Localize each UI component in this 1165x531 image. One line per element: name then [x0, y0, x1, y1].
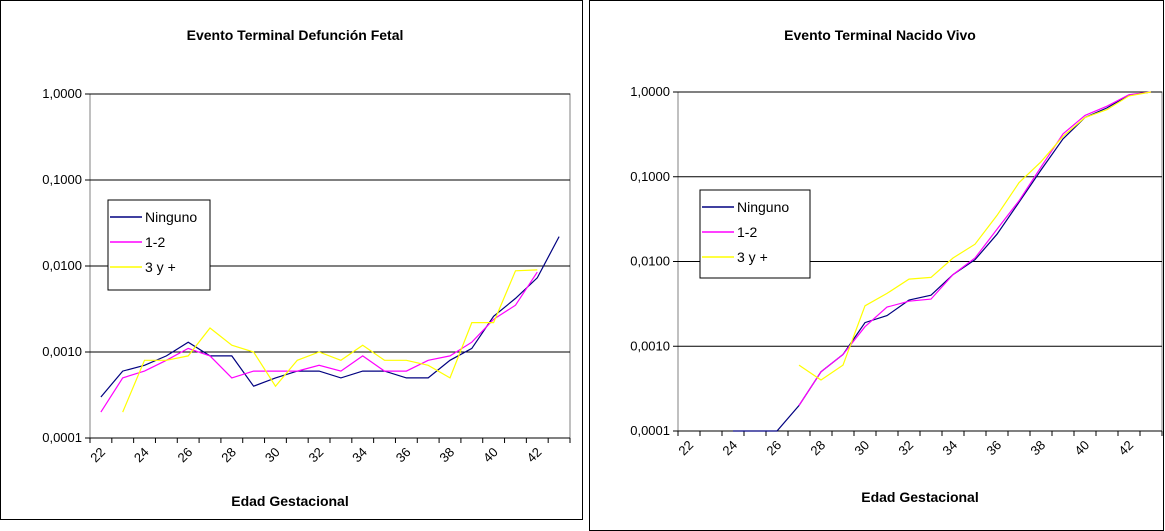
legend-box	[699, 189, 811, 279]
x-axis-label: Edad Gestacional	[231, 493, 348, 509]
y-tick-label: 0,1000	[630, 169, 670, 184]
series-line-1	[100, 236, 560, 398]
chart-title: Evento Terminal Nacido Vivo	[784, 27, 976, 43]
legend-entry: 3 y +	[145, 259, 176, 275]
legend-entry: 3 y +	[737, 249, 768, 265]
series-line-2	[798, 91, 1152, 406]
series-line-2	[100, 271, 538, 413]
chart-title: Evento Terminal Defunción Fetal	[187, 27, 404, 43]
x-axis-label: Edad Gestacional	[861, 489, 978, 505]
y-tick-label: 0,1000	[42, 172, 82, 187]
series-line-3	[122, 269, 538, 413]
y-tick-label: 0,0100	[630, 254, 670, 269]
y-tick-label: 0,0010	[630, 338, 670, 353]
legend: Ninguno 1-2 3 y +	[107, 199, 211, 291]
y-tick-label: 0,0001	[42, 430, 82, 445]
legend: Ninguno 1-2 3 y +	[699, 189, 811, 279]
legend-entry: 1-2	[145, 234, 165, 250]
legend-entry: Ninguno	[737, 199, 789, 215]
chart-defuncion-fetal: Evento Terminal Defunción Fetal 1,0000 0,…	[0, 0, 583, 520]
series-line-3	[798, 91, 1152, 381]
legend-box	[107, 199, 211, 291]
chart-nacido-vivo: Evento Terminal Nacido Vivo 1,0000 0,1000…	[589, 0, 1164, 531]
y-tick-label: 0,0100	[42, 258, 82, 273]
y-tick-label: 0,0001	[630, 423, 670, 438]
legend-entry: 1-2	[737, 224, 757, 240]
y-tick-label: 1,0000	[42, 86, 82, 101]
y-tick-label: 0,0010	[42, 344, 82, 359]
legend-entry: Ninguno	[145, 209, 197, 225]
y-tick-label: 1,0000	[630, 84, 670, 99]
